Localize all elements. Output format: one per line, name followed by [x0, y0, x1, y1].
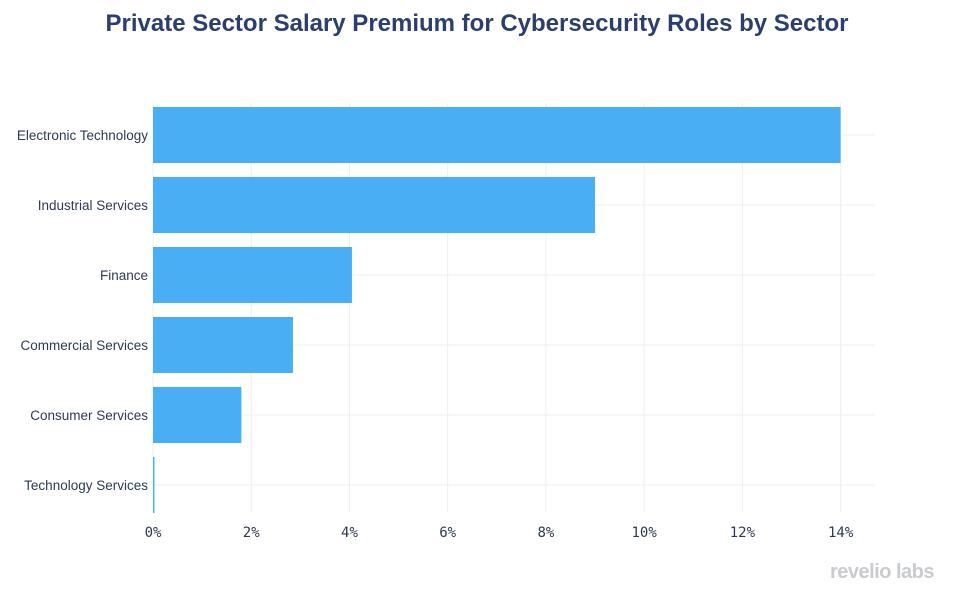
- category-label: Commercial Services: [20, 338, 148, 353]
- category-label: Finance: [100, 268, 148, 283]
- x-tick-label: 8%: [537, 525, 554, 541]
- bar[interactable]: [153, 317, 293, 373]
- x-tick-label: 12%: [730, 525, 756, 541]
- x-tick-label: 4%: [341, 525, 358, 541]
- category-label: Consumer Services: [30, 408, 148, 423]
- x-tick-label: 10%: [632, 525, 658, 541]
- category-label: Electronic Technology: [17, 128, 148, 143]
- x-tick-labels: 0% 2% 4% 6% 8% 10% 12% 14%: [145, 525, 854, 541]
- bar[interactable]: [153, 457, 155, 513]
- x-tick-label: 0%: [145, 525, 162, 541]
- x-tick-label: 14%: [828, 525, 854, 541]
- bar[interactable]: [153, 387, 242, 443]
- bar[interactable]: [153, 177, 596, 233]
- bars: [153, 107, 841, 513]
- x-tick-label: 6%: [439, 525, 456, 541]
- revelio-labs-logo: revelio labs: [829, 561, 935, 583]
- x-tick-label: 2%: [243, 525, 260, 541]
- category-labels: Electronic Technology Industrial Services…: [17, 128, 148, 493]
- bar[interactable]: [153, 247, 352, 303]
- grid-lines: [152, 103, 875, 512]
- bar[interactable]: [153, 107, 841, 163]
- category-label: Industrial Services: [38, 198, 149, 213]
- category-label: Technology Services: [24, 478, 148, 493]
- chart-title: Private Sector Salary Premium for Cybers…: [105, 10, 849, 37]
